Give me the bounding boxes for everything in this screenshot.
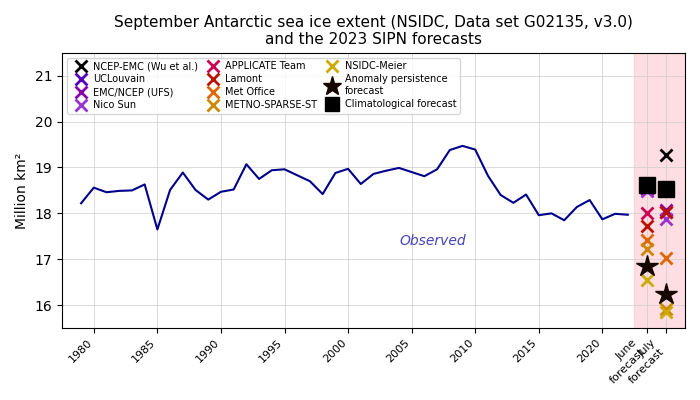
Y-axis label: Million km²: Million km² bbox=[15, 152, 29, 228]
Text: Observed: Observed bbox=[399, 234, 466, 248]
Legend: NCEP-EMC (Wu et al.), UCLouvain, EMC/NCEP (UFS), Nico Sun, APPLICATE Team, Lamon: NCEP-EMC (Wu et al.), UCLouvain, EMC/NCE… bbox=[67, 58, 460, 114]
Title: September Antarctic sea ice extent (NSIDC, Data set G02135, v3.0)
and the 2023 S: September Antarctic sea ice extent (NSID… bbox=[114, 15, 633, 47]
Bar bbox=[634, 53, 685, 328]
